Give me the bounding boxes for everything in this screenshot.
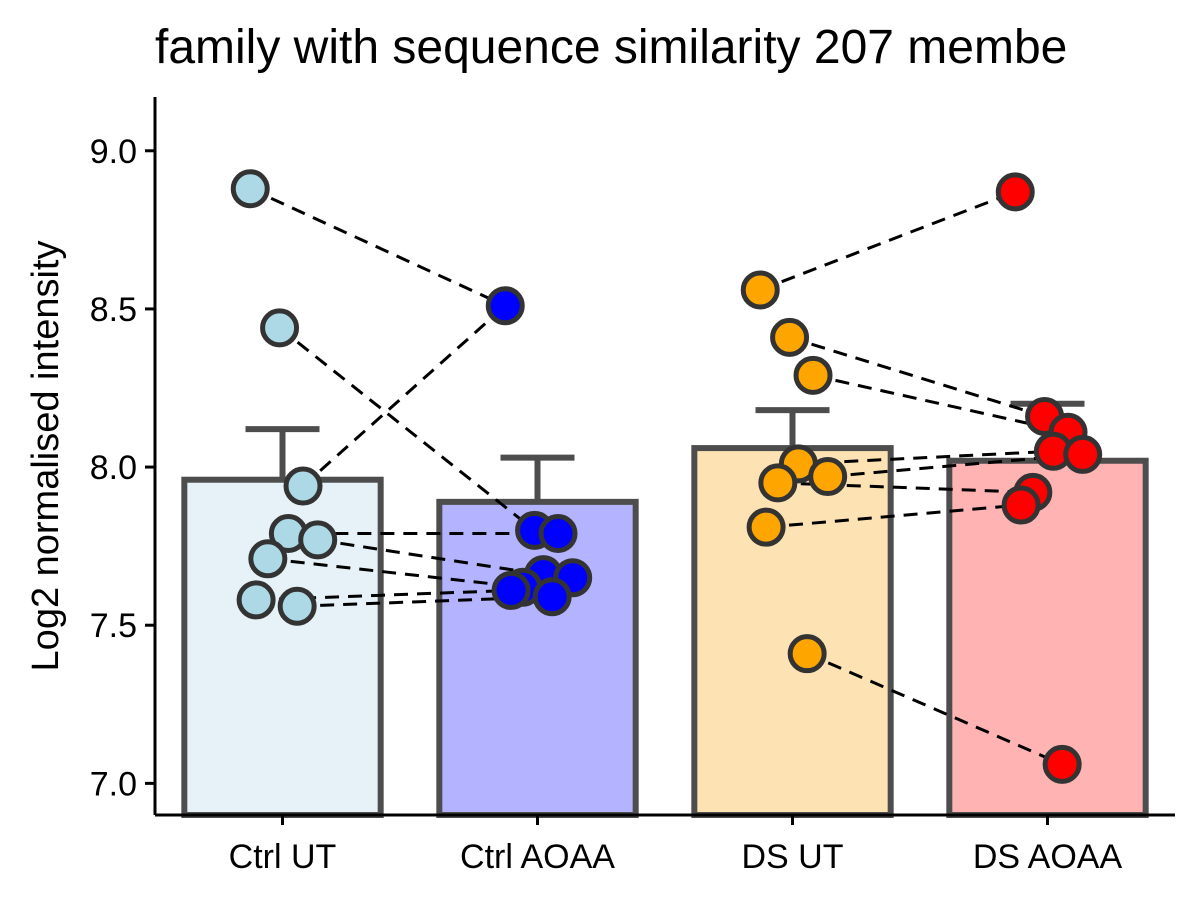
pair-line [765,503,1022,529]
data-point [1001,485,1041,525]
pair-line [278,326,536,532]
data-point [538,513,578,553]
data-point [995,172,1035,212]
y-tick-label: 8.0 [90,449,137,487]
data-point [808,457,848,497]
y-tick-label: 8.5 [90,291,137,329]
plot-area: 7.0 7.5 8.0 8.5 9.0 Ctrl UT Ctrl AOAA DS UT DS A… [90,97,1175,876]
y-tick-label: 7.0 [90,765,137,803]
x-tick-label: DS AOAA [973,838,1123,876]
pair-line [759,190,1016,292]
data-point [277,586,317,626]
data-point [532,577,572,617]
pair-line [798,449,1054,466]
data-point [236,580,276,620]
data-point [298,520,338,560]
pair-line [317,538,544,577]
x-tick-label: DS UT [742,838,844,876]
data-point [230,169,270,209]
data-point [248,539,288,579]
data-point [491,570,531,610]
data-point [740,270,780,310]
pair-line [806,652,1063,766]
data-point [1042,744,1082,784]
data-point [758,463,798,503]
y-axis-label: Log2 normalised intensity [25,241,67,672]
y-tick-label: 7.5 [90,607,137,645]
pair-line [267,557,524,589]
pair-line [302,304,507,488]
pair-line [812,373,1069,434]
data-point [793,355,833,395]
chart-title: family with sequence similarity 207 memb… [155,21,1067,74]
data-point [283,466,323,506]
bar-ctrl-aoaa [436,498,639,818]
pair-line [249,187,506,308]
x-tick-label: Ctrl UT [229,838,337,876]
x-tick-label: Ctrl AOAA [460,838,615,876]
data-point [787,634,827,674]
y-tick-label: 9.0 [90,133,137,171]
data-point [770,317,810,357]
pair-line [777,481,1033,494]
data-point [260,308,300,348]
pair-line [256,588,512,602]
bar-ds-ut [691,445,894,818]
data-point [485,286,525,326]
data-point [746,507,786,547]
data-point [1063,434,1103,474]
